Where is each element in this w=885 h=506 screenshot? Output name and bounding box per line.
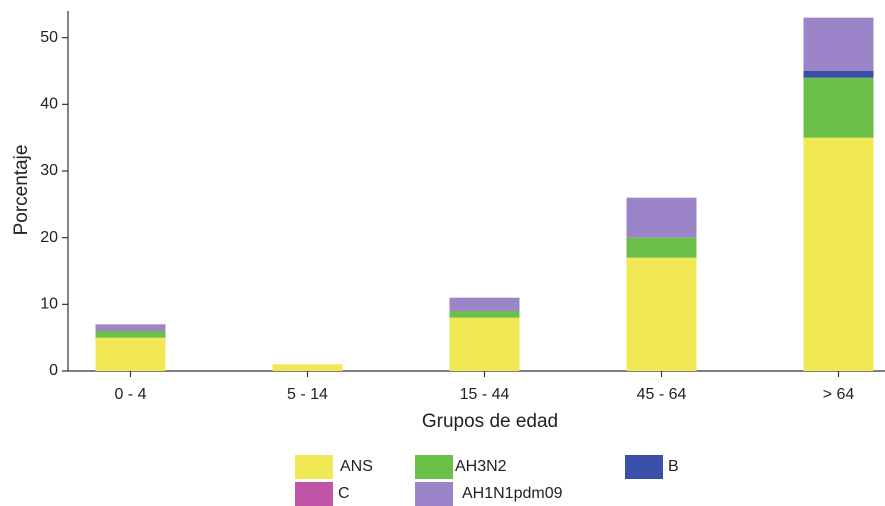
x-tick-label: > 64 [823, 386, 855, 403]
bar-segment [449, 317, 520, 371]
legend-label: C [338, 485, 350, 502]
legend-swatch [295, 455, 333, 479]
legend-swatch [295, 482, 333, 506]
bar-segment [803, 137, 874, 371]
x-tick-label: 5 - 14 [287, 386, 328, 403]
bar-segment [626, 257, 697, 371]
legend-swatch [625, 455, 663, 479]
bar-segment [803, 71, 874, 78]
y-tick-label: 40 [40, 96, 58, 113]
legend-label: B [668, 458, 679, 475]
x-tick-label: 0 - 4 [114, 386, 146, 403]
bar-segment [803, 17, 874, 72]
bar-segment [95, 337, 166, 371]
x-axis-label: Grupos de edad [422, 411, 558, 432]
y-tick-label: 30 [40, 162, 58, 179]
legend-swatch [415, 455, 453, 479]
bar-segment [272, 364, 343, 371]
y-tick-label: 50 [40, 29, 58, 46]
bar-segment [803, 77, 874, 138]
y-axis-label: Porcentaje [11, 145, 32, 236]
legend-label: ANS [340, 458, 373, 475]
legend-swatch [415, 482, 453, 506]
bar-segment [95, 324, 166, 331]
x-tick-label: 45 - 64 [637, 386, 687, 403]
y-tick-label: 0 [49, 362, 58, 379]
bar-segment [449, 311, 520, 318]
y-tick-label: 20 [40, 229, 58, 246]
bar-segment [449, 297, 520, 311]
legend-label: AH3N2 [455, 458, 507, 475]
x-tick-label: 15 - 44 [460, 386, 510, 403]
bar-segment [626, 197, 697, 238]
legend-label: AH1N1pdm09 [462, 485, 563, 502]
y-tick-label: 10 [40, 296, 58, 313]
bar-segment [95, 331, 166, 338]
bar-segment [626, 237, 697, 258]
